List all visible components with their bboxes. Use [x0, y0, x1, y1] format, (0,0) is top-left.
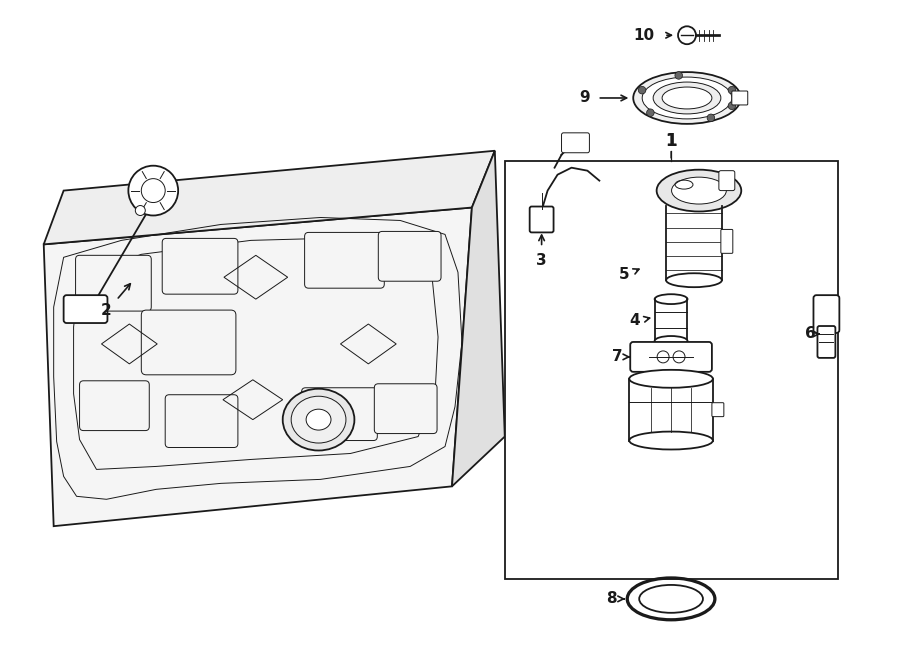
Ellipse shape [666, 273, 722, 287]
FancyBboxPatch shape [79, 381, 149, 430]
FancyBboxPatch shape [562, 133, 590, 153]
Text: 7: 7 [612, 350, 623, 364]
Ellipse shape [629, 432, 713, 449]
FancyBboxPatch shape [732, 91, 748, 105]
Polygon shape [44, 207, 472, 526]
Ellipse shape [654, 336, 688, 346]
Circle shape [638, 86, 646, 94]
Ellipse shape [662, 87, 712, 109]
Text: 1: 1 [665, 132, 677, 150]
Ellipse shape [671, 177, 726, 204]
Polygon shape [452, 151, 505, 487]
Text: 2: 2 [101, 303, 112, 318]
Text: 9: 9 [579, 91, 590, 105]
Text: 3: 3 [536, 253, 547, 268]
FancyBboxPatch shape [374, 384, 437, 434]
Ellipse shape [639, 585, 703, 613]
Text: 1: 1 [665, 132, 677, 150]
Polygon shape [44, 151, 495, 244]
Circle shape [707, 114, 715, 122]
FancyBboxPatch shape [166, 395, 238, 448]
Ellipse shape [654, 294, 688, 304]
FancyBboxPatch shape [719, 171, 734, 191]
FancyBboxPatch shape [162, 238, 238, 294]
Circle shape [678, 26, 696, 44]
Ellipse shape [634, 72, 741, 124]
Circle shape [129, 166, 178, 216]
FancyBboxPatch shape [378, 232, 441, 281]
Text: 10: 10 [634, 28, 654, 43]
Text: 5: 5 [619, 267, 630, 282]
Bar [505, 161, 839, 579]
FancyBboxPatch shape [302, 388, 377, 440]
FancyBboxPatch shape [530, 207, 554, 232]
Ellipse shape [653, 82, 721, 114]
Circle shape [646, 109, 654, 117]
Ellipse shape [306, 409, 331, 430]
FancyBboxPatch shape [141, 310, 236, 375]
Ellipse shape [283, 389, 355, 451]
Text: 4: 4 [629, 312, 640, 328]
Text: 6: 6 [806, 326, 816, 342]
Ellipse shape [643, 77, 732, 119]
Ellipse shape [629, 370, 713, 388]
Circle shape [728, 86, 735, 94]
FancyBboxPatch shape [712, 402, 724, 416]
FancyBboxPatch shape [304, 232, 384, 288]
FancyBboxPatch shape [76, 256, 151, 311]
FancyBboxPatch shape [814, 295, 840, 333]
FancyBboxPatch shape [630, 342, 712, 372]
FancyBboxPatch shape [721, 230, 733, 254]
Circle shape [728, 102, 735, 110]
Circle shape [135, 205, 145, 216]
Ellipse shape [657, 169, 742, 211]
FancyBboxPatch shape [817, 326, 835, 358]
FancyBboxPatch shape [64, 295, 107, 323]
Circle shape [675, 71, 682, 79]
Ellipse shape [292, 397, 346, 443]
Text: 8: 8 [606, 591, 616, 606]
